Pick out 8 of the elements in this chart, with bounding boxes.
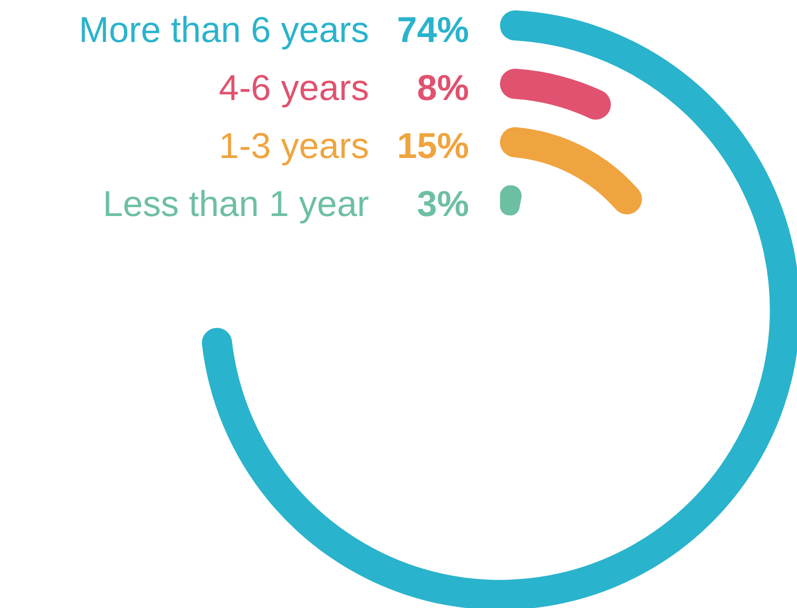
data-label: 3% (416, 183, 469, 225)
category-label: Less than 1 year (102, 183, 369, 225)
data-label: 8% (416, 67, 469, 109)
category-label: 1-3 years (218, 125, 369, 167)
data-label: 15% (396, 125, 469, 167)
category-label: 4-6 years (218, 67, 369, 109)
data-label: 74% (396, 9, 469, 51)
category-label: More than 6 years (78, 9, 369, 51)
